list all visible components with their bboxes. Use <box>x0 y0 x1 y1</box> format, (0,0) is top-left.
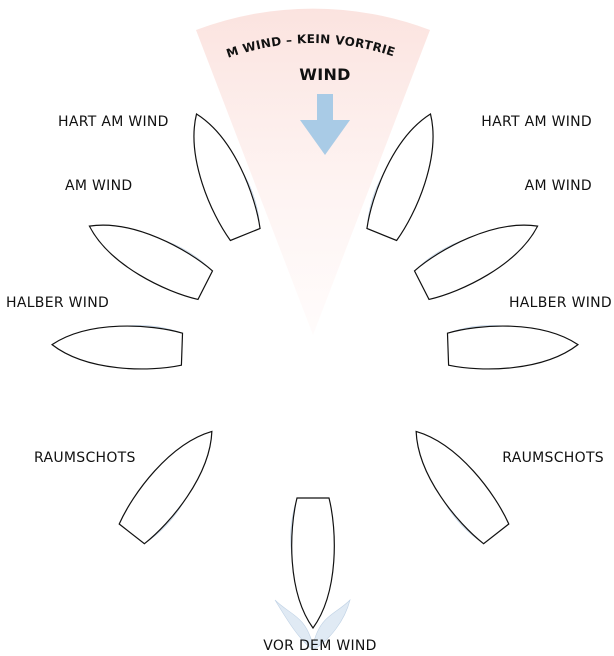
point-label: HART AM WIND <box>481 114 592 130</box>
boat <box>80 206 216 304</box>
boat <box>398 418 512 547</box>
point-label: HALBER WIND <box>509 295 612 311</box>
boat <box>412 206 548 304</box>
sailing-diagram: IM WIND – KEIN VORTRIEB WIND HART AM WIN… <box>0 0 614 656</box>
point-label: HALBER WIND <box>6 295 109 311</box>
point-label: HART AM WIND <box>58 114 169 130</box>
point-label: RAUMSCHOTS <box>34 450 136 466</box>
boat <box>51 322 182 370</box>
point-label: AM WIND <box>525 178 592 194</box>
boat <box>291 498 335 628</box>
point-label: AM WIND <box>65 178 132 194</box>
point-label: VOR DEM WIND <box>263 638 377 654</box>
boat <box>447 322 578 370</box>
boat <box>115 418 229 547</box>
wind-label: WIND <box>299 65 350 84</box>
point-label: RAUMSCHOTS <box>502 450 604 466</box>
